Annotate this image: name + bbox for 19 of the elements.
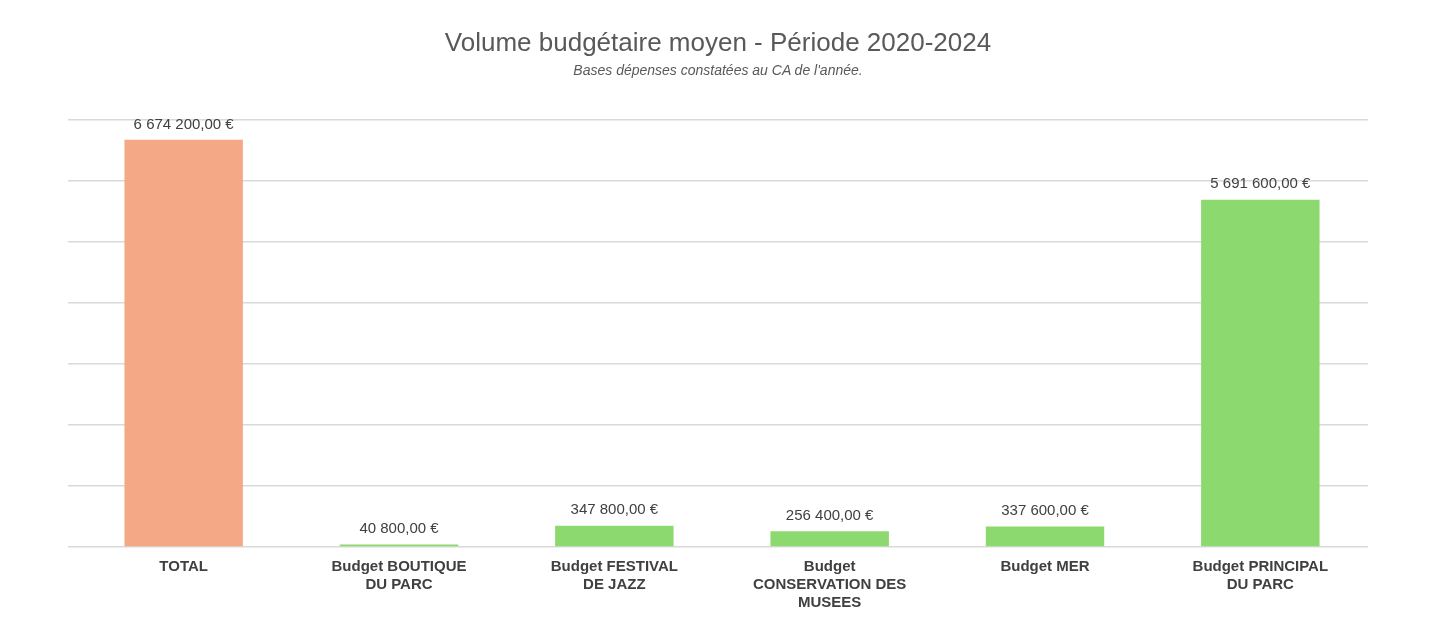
data-label: 347 800,00 € bbox=[570, 500, 659, 518]
chart-subtitle: Bases dépenses constatées au CA de l'année. bbox=[573, 62, 863, 79]
chart-title: Volume budgétaire moyen - Période 2020-2024 bbox=[444, 26, 992, 57]
x-tick-label: TOTAL bbox=[159, 557, 208, 575]
x-tick-label: Budget FESTIVAL DE JAZZ bbox=[550, 557, 678, 593]
data-label: 337 600,00 € bbox=[1001, 501, 1090, 519]
bar bbox=[555, 525, 674, 547]
x-tick-label: Budget CONSERVATION DES MUSEES bbox=[752, 557, 907, 611]
bar bbox=[124, 139, 243, 547]
data-label: 256 400,00 € bbox=[785, 506, 875, 523]
x-tick-label: Budget BOUTIQUE DU PARC bbox=[331, 557, 467, 593]
bar bbox=[985, 526, 1105, 547]
bar bbox=[1201, 199, 1320, 547]
bar bbox=[770, 531, 889, 547]
data-label: 40 800,00 € bbox=[359, 519, 440, 537]
x-tick-label: Budget PRINCIPAL DU PARC bbox=[1192, 557, 1329, 593]
data-label: 5 691 600,00 € bbox=[1210, 174, 1312, 192]
x-tick-label: Budget MER bbox=[1000, 557, 1090, 575]
data-label: 6 674 200,00 € bbox=[133, 114, 235, 132]
